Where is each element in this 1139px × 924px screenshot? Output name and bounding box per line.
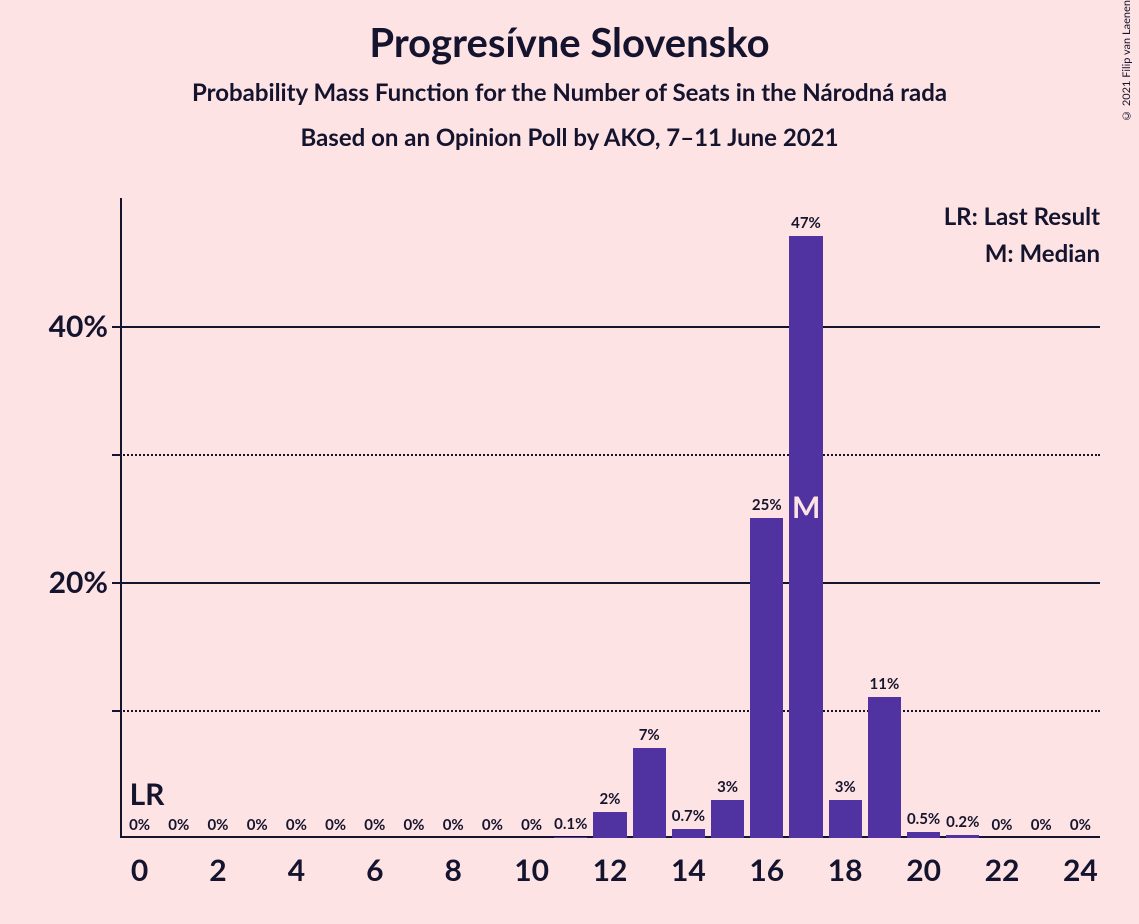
x-tick-label: 14	[671, 852, 706, 888]
chart-container: © 2021 Filip van Laenen Progresívne Slov…	[0, 0, 1139, 924]
legend-lr: LR: Last Result	[944, 202, 1100, 231]
chart-subtitle-2: Based on an Opinion Poll by AKO, 7–11 Ju…	[0, 123, 1139, 152]
bar-label: 0%	[247, 816, 268, 834]
bar-label: 0%	[521, 816, 542, 834]
grid-line	[120, 454, 1100, 456]
bar-label: 3%	[717, 778, 738, 796]
x-tick-label: 10	[514, 852, 549, 888]
bar-label: 3%	[835, 778, 856, 796]
y-tick-label: 40%	[49, 308, 108, 344]
bar-label: 0%	[443, 816, 464, 834]
y-tick	[112, 326, 120, 328]
bar: 7%	[633, 748, 666, 838]
grid-line	[120, 710, 1100, 712]
y-tick	[112, 710, 120, 712]
bar-label: 11%	[870, 675, 900, 693]
bar: 0.2%	[946, 835, 979, 838]
bar-label: 0%	[168, 816, 189, 834]
bar-label: 0%	[364, 816, 385, 834]
bar: 25%	[750, 518, 783, 838]
y-tick	[112, 454, 120, 456]
bar: 47%	[789, 236, 822, 838]
bar-label: 2%	[599, 790, 620, 808]
y-tick	[112, 582, 120, 584]
median-marker: M	[792, 489, 820, 525]
x-tick-label: 20	[906, 852, 941, 888]
y-axis	[120, 198, 122, 838]
bar-label: 0%	[991, 816, 1012, 834]
bar: 11%	[868, 697, 901, 838]
bar-label: 0%	[207, 816, 228, 834]
bar-label: 25%	[752, 496, 782, 514]
bar-label: 0.1%	[554, 815, 587, 833]
x-tick-label: 8	[444, 852, 461, 888]
bar-label: 0%	[1070, 816, 1091, 834]
bar-label: 0%	[129, 816, 150, 834]
bar-label: 0%	[286, 816, 307, 834]
copyright-note: © 2021 Filip van Laenen	[1120, 0, 1133, 122]
bar-label: 0.5%	[907, 810, 940, 828]
bar-label: 47%	[791, 214, 821, 232]
bar: 0.5%	[907, 832, 940, 838]
y-tick-label: 20%	[49, 564, 108, 600]
x-tick-label: 22	[985, 852, 1020, 888]
x-tick-label: 2	[209, 852, 226, 888]
chart-title: Progresívne Slovensko	[0, 0, 1139, 66]
bar-label: 0%	[1031, 816, 1052, 834]
bar-label: 0%	[482, 816, 503, 834]
bar: 2%	[593, 812, 626, 838]
bar-label: 7%	[639, 726, 660, 744]
legend: LR: Last Result M: Median	[944, 202, 1100, 268]
x-tick-label: 12	[593, 852, 628, 888]
bar: 0.7%	[672, 829, 705, 838]
bar: 0.1%	[554, 837, 587, 838]
bar-label: 0%	[403, 816, 424, 834]
plot-area: 20%40%0246810121416182022240%0%0%0%0%0%0…	[120, 198, 1100, 838]
x-tick-label: 0	[131, 852, 148, 888]
grid-line	[120, 582, 1100, 584]
chart-subtitle-1: Probability Mass Function for the Number…	[0, 78, 1139, 107]
bar: 3%	[711, 800, 744, 838]
x-tick-label: 24	[1063, 852, 1098, 888]
bar-label: 0.2%	[946, 813, 979, 831]
lr-marker: LR	[130, 776, 165, 812]
bar-label: 0%	[325, 816, 346, 834]
x-tick-label: 4	[288, 852, 305, 888]
x-tick-label: 18	[828, 852, 863, 888]
x-tick-label: 16	[749, 852, 784, 888]
bar: 3%	[829, 800, 862, 838]
x-tick-label: 6	[366, 852, 383, 888]
legend-m: M: Median	[944, 239, 1100, 268]
grid-line	[120, 326, 1100, 328]
bar-label: 0.7%	[672, 807, 705, 825]
